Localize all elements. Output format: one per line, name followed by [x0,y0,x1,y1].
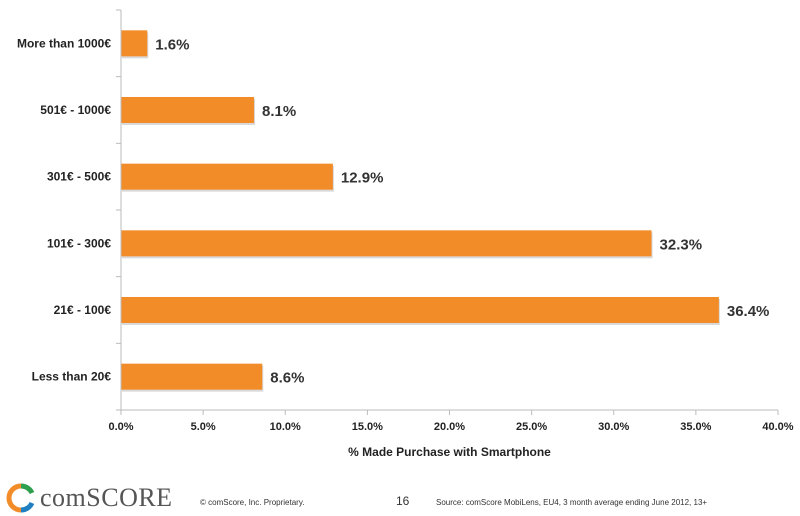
x-ticks: 0.0% 5.0% 10.0% 15.0% 20.0% 25.0% 30.0% 35.0% 40… [108,410,794,433]
x-tick-label: 15.0% [352,421,383,433]
bar [121,297,719,323]
bar [121,30,148,57]
x-tick-label: 20.0% [434,421,465,433]
data-label: 1.6% [155,36,189,53]
copyright-text: © comScore, Inc. Proprietary. [200,498,305,507]
bars-group [121,30,720,392]
bar [121,363,263,390]
footer: comSCORE © comScore, Inc. Proprietary. 1… [0,476,800,516]
comscore-logo: comSCORE [6,482,173,514]
value-labels: 1.6% 8.1% 12.9% 32.3% 36.4% 8.6% [155,36,769,386]
category-label: 501€ - 1000€ [40,103,111,117]
data-label: 8.6% [270,370,304,387]
category-label: 101€ - 300€ [47,236,111,250]
brand-name: comSCORE [40,483,173,512]
category-label: Less than 20€ [32,370,112,384]
bar-chart: More than 1000€ 501€ - 1000€ 301€ - 500€ 10… [17,9,794,459]
source-note: Source: comScore MobiLens, EU4, 3 month … [436,498,708,507]
x-tick-label: 25.0% [516,421,547,433]
data-label: 8.1% [262,103,296,120]
category-label: 301€ - 500€ [47,170,111,184]
x-tick-label: 0.0% [108,421,133,433]
x-tick-label: 35.0% [680,421,711,433]
x-axis-title: % Made Purchase with Smartphone [348,445,551,459]
x-tick-label: 30.0% [598,421,629,433]
data-label: 12.9% [341,170,384,187]
x-tick-label: 5.0% [191,421,216,433]
bar [121,163,333,190]
bar [121,230,652,257]
data-label: 36.4% [727,303,770,320]
bar [121,97,255,123]
category-label: 21€ - 100€ [54,303,112,317]
comscore-logo-icon [6,483,35,513]
category-label: More than 1000€ [17,36,111,50]
data-label: 32.3% [660,236,703,253]
page-number: 16 [396,494,410,508]
y-ticks [116,9,121,411]
x-tick-label: 40.0% [762,421,793,433]
x-tick-label: 10.0% [270,421,301,433]
category-labels: More than 1000€ 501€ - 1000€ 301€ - 500€ 10… [17,36,111,383]
